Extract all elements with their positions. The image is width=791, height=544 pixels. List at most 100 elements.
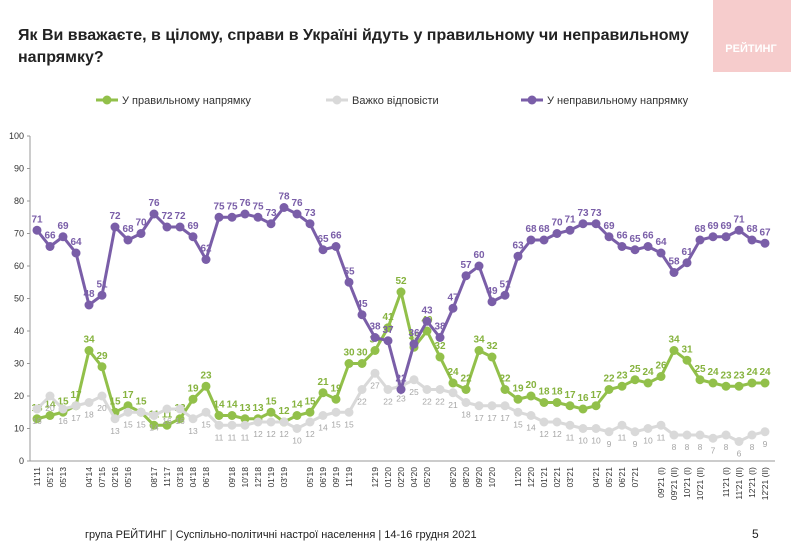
data-label: 20: [525, 380, 537, 391]
data-label: 23: [616, 370, 628, 381]
data-point: [331, 394, 341, 404]
data-point: [461, 385, 471, 394]
data-label: 17: [487, 413, 497, 423]
data-label: 15: [344, 419, 354, 429]
data-point: [474, 401, 484, 411]
x-tick-label: 12'21 (I): [747, 467, 757, 498]
data-point: [643, 424, 653, 433]
data-label: 72: [109, 211, 121, 222]
data-point: [84, 300, 94, 310]
data-label: 43: [421, 305, 433, 316]
data-point: [136, 229, 146, 238]
data-point: [123, 407, 133, 417]
x-tick-label: 01'19: [266, 467, 276, 488]
data-point: [760, 238, 770, 248]
data-label: 13: [110, 426, 120, 436]
data-point: [578, 219, 588, 229]
data-label: 25: [409, 387, 419, 397]
data-point: [227, 212, 237, 222]
data-point: [656, 248, 666, 258]
data-point: [734, 381, 744, 391]
data-label: 51: [499, 279, 511, 290]
data-label: 34: [473, 335, 485, 346]
legend-marker: [527, 95, 537, 105]
data-label: 9: [763, 439, 768, 449]
data-label: 24: [746, 367, 758, 378]
data-point: [500, 290, 510, 300]
data-point: [266, 417, 276, 427]
data-point: [71, 248, 81, 258]
data-point: [188, 394, 198, 404]
data-label: 15: [513, 419, 523, 429]
x-tick-label: 02'16: [110, 467, 120, 488]
data-point: [721, 232, 731, 242]
x-tick-label: 07'21: [630, 467, 640, 488]
data-label: 26: [655, 361, 667, 372]
data-point: [110, 414, 120, 424]
data-point: [526, 391, 536, 401]
y-tick-label: 80: [14, 196, 24, 206]
data-point: [513, 251, 523, 261]
x-tick-label: 04'21: [591, 467, 601, 488]
data-point: [344, 359, 354, 368]
y-tick-label: 50: [14, 294, 24, 304]
data-point: [123, 401, 133, 411]
footer: група РЕЙТИНГ | Суспільно-політичні наст…: [85, 528, 477, 541]
chart-title: Як Ви вважаєте, в цілому, справи в Украї…: [18, 27, 689, 66]
data-point: [227, 411, 237, 420]
data-point: [344, 407, 354, 417]
data-point: [162, 420, 172, 430]
x-tick-label: 12'18: [253, 467, 263, 488]
y-tick-label: 90: [14, 164, 24, 174]
x-tick-label: 03'19: [279, 467, 289, 488]
x-tick-label: 09'21 (II): [669, 467, 679, 500]
data-label: 45: [356, 299, 368, 310]
data-label: 25: [629, 364, 641, 375]
data-label: 34: [668, 335, 680, 346]
data-point: [331, 407, 341, 417]
data-point: [630, 375, 640, 385]
data-point: [760, 427, 770, 437]
data-label: 75: [226, 201, 238, 212]
data-point: [617, 242, 627, 251]
legend-label: У правильному напрямку: [122, 95, 251, 107]
data-point: [318, 245, 328, 255]
x-tick-label: 09'21 (I): [656, 467, 666, 498]
data-point: [604, 427, 614, 437]
x-tick-label: 05'19: [305, 467, 315, 488]
legend-marker: [332, 95, 342, 105]
data-point: [409, 375, 419, 385]
data-label: 68: [122, 224, 134, 235]
data-point: [136, 407, 146, 417]
data-point: [292, 411, 302, 420]
x-tick-label: 04'20: [409, 467, 419, 488]
x-tick-label: 06'18: [201, 467, 211, 488]
data-label: 12: [278, 406, 290, 417]
data-point: [487, 297, 497, 307]
data-label: 7: [711, 445, 716, 455]
data-point: [539, 235, 549, 245]
data-point: [32, 225, 42, 235]
data-label: 78: [278, 192, 290, 203]
data-point: [643, 378, 653, 388]
data-label: 52: [395, 276, 407, 287]
data-label: 12: [552, 429, 562, 439]
data-label: 29: [96, 351, 108, 362]
logo-box: [713, 0, 791, 72]
data-point: [487, 352, 497, 362]
data-label: 38: [369, 322, 381, 333]
data-label: 69: [187, 221, 199, 232]
data-label: 73: [577, 208, 589, 219]
data-label: 73: [304, 208, 316, 219]
x-tick-label: 03'21: [565, 467, 575, 488]
data-label: 72: [174, 211, 186, 222]
data-point: [695, 235, 705, 245]
data-point: [162, 222, 172, 232]
data-point: [552, 398, 562, 407]
data-label: 69: [707, 221, 719, 232]
data-label: 69: [57, 221, 69, 232]
data-label: 66: [330, 231, 342, 242]
legend-label: Важко відповісти: [352, 95, 439, 107]
page-number: 5: [752, 527, 759, 541]
